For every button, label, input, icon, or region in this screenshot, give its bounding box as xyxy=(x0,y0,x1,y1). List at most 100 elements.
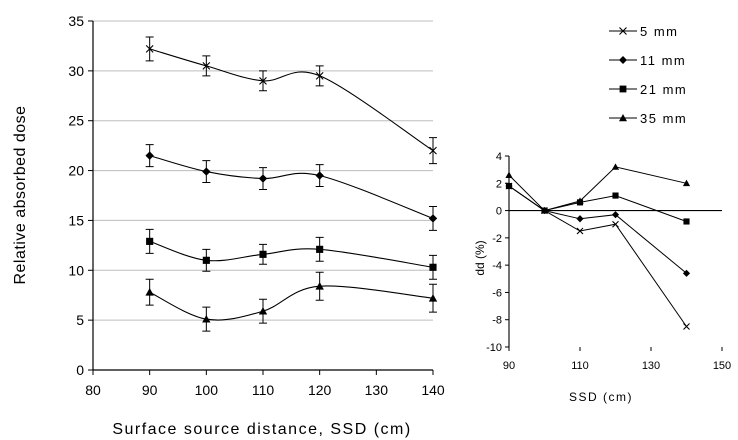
main-series-group xyxy=(145,36,438,332)
main-data-point xyxy=(315,71,324,80)
inset-y-tick-label: 2 xyxy=(496,178,502,190)
main-data-point xyxy=(146,237,154,245)
main-x-tick-labels: 80 90 100 110 120 130 140 xyxy=(85,382,445,398)
legend-label: 21 mm xyxy=(640,82,687,97)
inset-y-tick-label: -8 xyxy=(492,315,502,327)
inset-x-tick-label: 150 xyxy=(713,360,731,372)
inset-data-point xyxy=(682,179,691,187)
legend: 5 mm 11 mm 21 mm 35 mm xyxy=(609,24,687,126)
inset-x-tick-labels: 90 110 130 150 xyxy=(503,360,731,372)
main-data-point xyxy=(145,151,154,160)
main-data-point xyxy=(316,245,324,253)
main-data-point xyxy=(315,171,324,180)
main-data-point xyxy=(258,174,268,183)
main-data-point xyxy=(428,214,438,223)
main-data-point xyxy=(315,282,324,290)
inset-data-point xyxy=(540,206,549,214)
main-y-tick-label: 30 xyxy=(68,63,84,79)
inset-data-point xyxy=(682,269,691,277)
main-y-tick-label: 10 xyxy=(68,262,84,278)
inset-series-3 xyxy=(505,163,691,214)
main-y-tick-labels: 0 5 10 15 20 25 30 35 xyxy=(68,13,84,378)
main-y-axis-label: Relative absorbed dose xyxy=(12,105,29,284)
legend-label: 11 mm xyxy=(640,53,686,68)
main-data-point xyxy=(258,306,268,315)
legend-item: 21 mm xyxy=(609,82,687,97)
main-y-tick-label: 15 xyxy=(68,212,84,228)
inset-x-tick-label: 130 xyxy=(642,360,660,372)
main-series-line xyxy=(149,48,434,152)
inset-series-line xyxy=(508,185,687,222)
main-chart: 0 5 10 15 20 25 30 35 80 90 100 110 120 130 140 Relat… xyxy=(12,13,445,438)
legend-item: 5 mm xyxy=(609,24,679,39)
main-x-tick-label: 140 xyxy=(421,382,445,398)
inset-data-point xyxy=(611,163,620,170)
legend-label: 35 mm xyxy=(640,111,687,126)
main-y-tick-label: 35 xyxy=(68,13,84,29)
inset-y-tick-label: -2 xyxy=(492,233,502,245)
inset-y-tick-label: -4 xyxy=(492,260,502,272)
main-data-point xyxy=(429,263,437,271)
inset-y-tick-label: -10 xyxy=(486,342,502,354)
inset-data-point xyxy=(612,192,619,199)
main-data-point xyxy=(202,167,211,176)
inset-series-0 xyxy=(505,182,690,330)
inset-series-2 xyxy=(505,182,690,225)
legend-marker xyxy=(619,114,627,122)
main-x-tick-label: 80 xyxy=(85,382,101,398)
main-data-point xyxy=(145,288,154,296)
inset-x-axis-label: SSD (cm) xyxy=(569,390,633,404)
main-x-tick-label: 90 xyxy=(142,382,158,398)
main-data-point xyxy=(202,61,211,70)
inset-chart: 4 2 0 -2 -4 -6 -8 -10 90 110 130 150 dd (%) SSD (c… xyxy=(473,151,731,404)
main-x-tick-label: 120 xyxy=(308,382,332,398)
main-series-line xyxy=(149,285,434,321)
inset-y-tick-labels: 4 2 0 -2 -4 -6 -8 -10 xyxy=(486,151,502,354)
main-data-point xyxy=(428,294,438,302)
inset-series-1 xyxy=(505,182,691,277)
main-x-tick-label: 100 xyxy=(195,382,219,398)
inset-data-point xyxy=(683,323,690,330)
inset-x-tick-label: 90 xyxy=(503,360,515,372)
inset-y-tick-label: 4 xyxy=(496,151,502,163)
inset-data-point xyxy=(612,220,619,228)
main-data-point xyxy=(145,45,154,53)
main-data-point xyxy=(202,256,210,264)
inset-series-group xyxy=(505,163,691,330)
main-series-3 xyxy=(145,271,438,332)
inset-x-tick-label: 110 xyxy=(571,360,589,372)
inset-y-axis-label: dd (%) xyxy=(473,240,487,275)
main-axes xyxy=(88,20,434,375)
legend-item: 11 mm xyxy=(609,53,686,68)
main-y-tick-label: 0 xyxy=(76,362,84,378)
main-data-point xyxy=(429,146,437,155)
inset-data-point xyxy=(576,197,584,204)
main-series-line xyxy=(149,155,434,219)
main-data-point xyxy=(259,250,267,258)
main-series-2 xyxy=(145,228,437,280)
main-series-0 xyxy=(145,36,437,165)
inset-y-tick-label: 0 xyxy=(496,206,502,218)
inset-data-point xyxy=(683,218,690,225)
main-y-tick-label: 25 xyxy=(68,113,84,129)
main-data-point xyxy=(202,314,211,323)
main-y-tick-label: 20 xyxy=(68,163,84,179)
inset-data-point xyxy=(611,211,620,219)
main-data-point xyxy=(259,76,267,85)
legend-marker xyxy=(619,85,627,93)
main-y-tick-label: 5 xyxy=(76,312,84,328)
main-series-line xyxy=(149,240,434,268)
inset-data-point xyxy=(576,227,584,235)
legend-item: 35 mm xyxy=(609,111,687,126)
legend-label: 5 mm xyxy=(640,24,679,39)
inset-y-tick-label: -6 xyxy=(492,287,502,299)
main-series-1 xyxy=(145,144,438,231)
legend-marker xyxy=(619,27,627,35)
inset-data-point xyxy=(505,171,513,178)
main-x-tick-label: 130 xyxy=(365,382,389,398)
inset-series-line xyxy=(508,185,687,327)
legend-marker xyxy=(619,56,627,64)
main-x-axis-label: Surface source distance, SSD (cm) xyxy=(112,421,411,438)
inset-data-point xyxy=(576,215,584,223)
